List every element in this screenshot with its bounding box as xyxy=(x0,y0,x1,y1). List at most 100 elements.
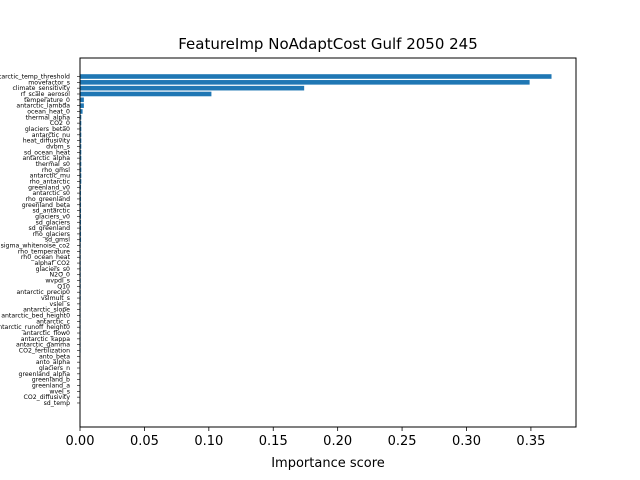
y-tick-label: movefactor_s xyxy=(28,79,70,86)
y-tick-label: climate_sensitivity xyxy=(13,85,71,92)
x-axis-label: Importance score xyxy=(271,456,385,471)
y-tick-label: antarctic_slope xyxy=(23,307,70,314)
y-tick-label: antarctic_s0 xyxy=(32,190,70,197)
y-tick-label: greenland_b xyxy=(32,377,70,384)
x-tick-label: 0.25 xyxy=(388,434,417,449)
y-tick-label: vslmult_s xyxy=(41,295,70,302)
y-tick-label: glaciers_beta0 xyxy=(25,126,70,133)
y-tick-label: glaciers_v0 xyxy=(35,213,70,220)
bar-dvbm_s xyxy=(80,144,82,149)
y-tick-label: glaciers_n xyxy=(39,365,70,372)
y-tick-label: temperature_0 xyxy=(24,97,70,104)
y-tick-label: ocean_heat_0 xyxy=(27,108,70,115)
bar-sd_greenland xyxy=(80,225,82,231)
y-tick-label: antarctic_runoff_height0 xyxy=(0,324,70,331)
y-tick-label: sigma_whitenoise_co2 xyxy=(1,243,70,250)
y-tick-label: greenland_alpha xyxy=(19,371,71,378)
y-tick-label: antarctic_mu xyxy=(30,173,70,180)
x-tick-label: 0.05 xyxy=(130,434,159,449)
y-tick-label: greenland_v0 xyxy=(28,184,70,191)
bar-antarctic_lambda xyxy=(80,103,84,108)
bar-glaciers_beta0 xyxy=(80,126,82,132)
bar-rho_greenland xyxy=(80,196,82,202)
y-tick-label: greenland_a xyxy=(32,382,70,389)
bar-antarctic_alpha xyxy=(80,155,82,161)
y-tick-label: alphaf_CO2 xyxy=(34,260,70,267)
bar-antarctic_s0 xyxy=(80,190,82,196)
bar-thermal_alpha xyxy=(80,115,82,120)
x-tick-label: 0.10 xyxy=(194,434,223,449)
y-tick-label: sd_gmsl xyxy=(45,237,70,244)
x-tick-label: 0.30 xyxy=(452,434,481,449)
bar-rf_scale_aerosol xyxy=(80,91,212,97)
y-tick-label: wvpdl_s xyxy=(45,278,70,285)
y-tick-label: antarctic_nu xyxy=(32,132,70,139)
bar-temperature_0 xyxy=(80,97,84,103)
y-tick-label: rho_glaciers xyxy=(33,231,70,238)
bar-sd_gmsl xyxy=(80,237,82,243)
y-tick-label: antarctic_alpha xyxy=(22,155,70,162)
y-tick-label: antarctic_precip0 xyxy=(16,289,70,296)
y-tick-label: antarctic_lambda xyxy=(16,103,70,110)
y-tick-label: antarctic_gamma xyxy=(16,342,70,349)
y-tick-label: wvel_s xyxy=(49,388,70,395)
bar-antarctic_nu xyxy=(80,132,82,138)
y-tick-label: sd_greenland xyxy=(29,225,71,232)
bar-sd_antarctic xyxy=(80,208,82,213)
y-tick-label: vslel_s xyxy=(50,301,70,308)
y-tick-label: CO2_fertilization xyxy=(19,348,70,355)
bar-greenland_beta xyxy=(80,202,82,208)
bar-antarctic_mu xyxy=(80,173,82,178)
y-tick-label: glaciers_s0 xyxy=(36,266,70,273)
y-tick-label: greenland_beta xyxy=(22,202,70,209)
y-tick-label: rho_temperature xyxy=(18,248,70,255)
y-tick-label: thermal_s0 xyxy=(36,161,70,168)
x-tick-labels: 0.00 0.05 0.10 0.15 0.20 0.25 0.30 0.35 xyxy=(66,427,545,449)
y-tick-label: antarctic_temp_threshold xyxy=(0,74,70,81)
y-tick-label: sd_antarctic xyxy=(32,208,70,215)
plot-frame xyxy=(79,57,577,428)
chart-title: FeatureImp NoAdaptCost Gulf 2050 245 xyxy=(178,35,478,53)
y-tick-label: rho_antarctic xyxy=(29,178,70,185)
y-tick-labels: antarctic_temp_thresholdmovefactor_sclim… xyxy=(0,74,80,407)
y-tick-label: thermal_alpha xyxy=(26,114,71,121)
y-tick-label: rf_scale_aerosol xyxy=(21,91,71,98)
y-tick-label: N2O_0 xyxy=(50,272,71,279)
y-tick-label: sd_temp xyxy=(44,400,71,407)
bar-ocean_heat_0 xyxy=(80,109,83,114)
bar-rho_antarctic xyxy=(80,179,82,184)
x-tick-label: 0.00 xyxy=(66,434,95,449)
bar-CO2_0 xyxy=(80,120,82,126)
y-tick-label: CO2_0 xyxy=(50,120,70,127)
bar-heat_diffusivity xyxy=(80,138,82,143)
y-tick-label: sd_glaciers xyxy=(36,219,70,226)
y-tick-label: rho_gmsl xyxy=(42,167,70,174)
y-tick-label: Q10 xyxy=(57,283,70,290)
bar-sd_glaciers xyxy=(80,219,82,225)
y-tick-label: heat_diffusivity xyxy=(23,138,71,145)
x-tick-label: 0.20 xyxy=(323,434,352,449)
bar-climate_sensitivity xyxy=(80,85,305,91)
bar-greenland_v0 xyxy=(80,184,82,190)
bar-rho_gmsl xyxy=(80,167,82,173)
x-tick-label: 0.15 xyxy=(259,434,288,449)
y-tick-label: anto_alpha xyxy=(36,359,70,366)
y-tick-label: antarctic_bed_height0 xyxy=(1,313,70,320)
bar-rho_glaciers xyxy=(80,231,82,237)
y-tick-label: dvbm_s xyxy=(46,143,70,150)
y-tick-label: antarctic_flow0 xyxy=(23,330,70,337)
y-tick-label: CO2_diffusivity xyxy=(24,394,71,401)
bars-group xyxy=(80,74,552,406)
y-tick-label: antarctic_c xyxy=(36,318,70,325)
y-tick-label: rho_greenland xyxy=(26,196,71,203)
bar-thermal_s0 xyxy=(80,161,82,167)
y-tick-label: antarctic_kappa xyxy=(21,336,71,343)
y-tick-label: sd_ocean_heat xyxy=(24,149,71,156)
bar-sd_ocean_heat xyxy=(80,149,82,155)
x-tick-label: 0.35 xyxy=(516,434,545,449)
bar-movefactor_s xyxy=(80,80,530,85)
y-tick-label: anto_beta xyxy=(39,353,70,360)
y-tick-label: rh0_ocean_heat xyxy=(21,254,71,261)
bar-glaciers_v0 xyxy=(80,214,82,219)
